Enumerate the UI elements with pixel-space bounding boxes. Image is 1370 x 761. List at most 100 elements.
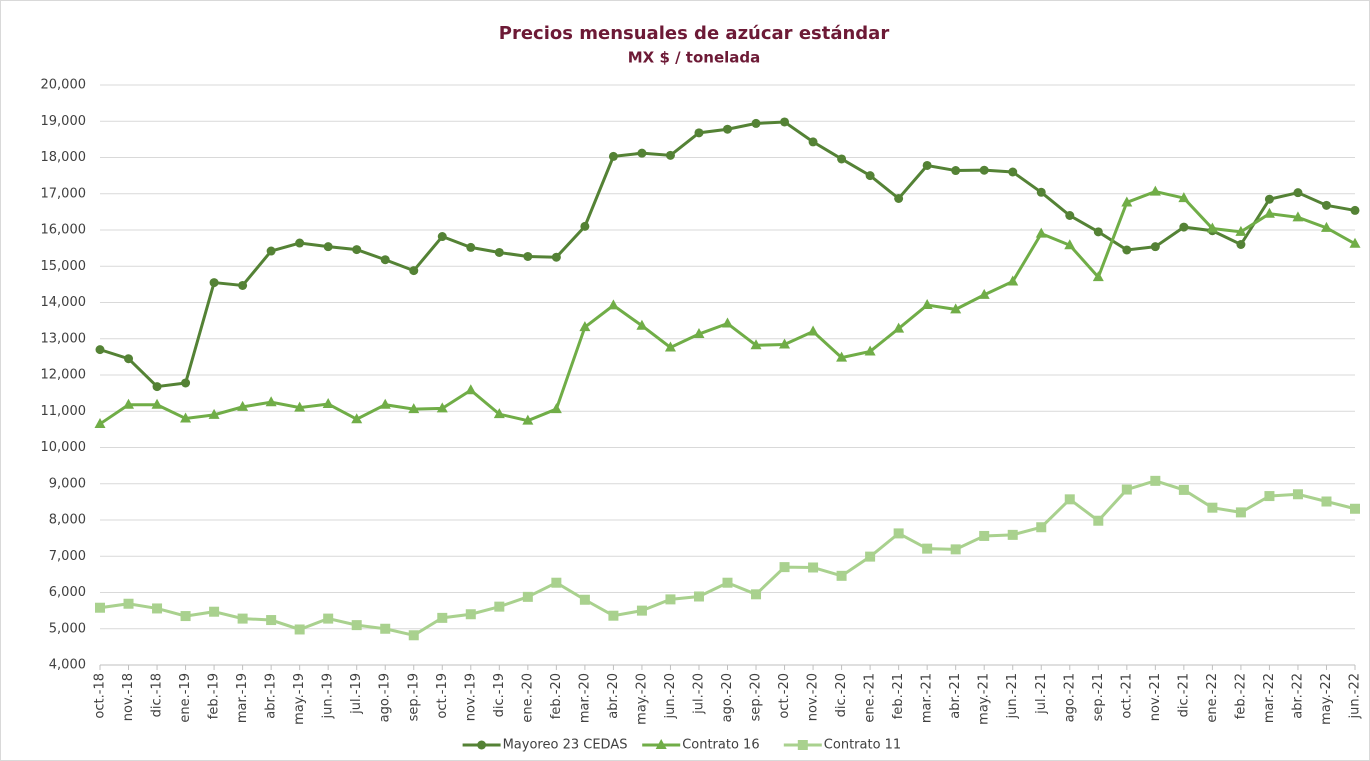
y-tick-label: 8,000 bbox=[49, 513, 86, 528]
data-point bbox=[94, 417, 106, 428]
data-point bbox=[723, 124, 732, 134]
data-point bbox=[664, 341, 676, 352]
data-point bbox=[580, 221, 590, 231]
data-point bbox=[665, 150, 675, 160]
data-point bbox=[636, 319, 648, 330]
data-point bbox=[209, 278, 219, 288]
data-point bbox=[1292, 489, 1303, 500]
x-tick-label: oct.-18 bbox=[93, 673, 108, 719]
data-point bbox=[209, 606, 220, 617]
data-point bbox=[1349, 237, 1361, 248]
data-point bbox=[808, 562, 819, 573]
x-tick-label: sep.-20 bbox=[749, 673, 764, 721]
x-tick-label: mar.-20 bbox=[577, 673, 592, 723]
data-point bbox=[465, 609, 476, 620]
data-point bbox=[693, 328, 705, 339]
data-point bbox=[1320, 221, 1332, 232]
data-point bbox=[1035, 227, 1047, 238]
data-point bbox=[522, 414, 534, 425]
data-point bbox=[181, 378, 191, 388]
data-point bbox=[265, 396, 277, 407]
data-point bbox=[152, 603, 163, 614]
data-point bbox=[1093, 227, 1103, 237]
data-point bbox=[379, 398, 391, 409]
x-tick-label: sep.-21 bbox=[1091, 673, 1106, 721]
data-point bbox=[1235, 507, 1246, 518]
x-tick-label: nov.-20 bbox=[806, 673, 821, 721]
data-point bbox=[123, 398, 135, 409]
data-point bbox=[180, 412, 192, 423]
data-point bbox=[893, 322, 905, 333]
data-point bbox=[693, 591, 704, 602]
data-point bbox=[323, 613, 334, 624]
x-tick-label: jul.-20 bbox=[691, 673, 706, 715]
data-point bbox=[1064, 239, 1076, 250]
data-point bbox=[1264, 194, 1274, 204]
data-point bbox=[208, 408, 220, 419]
data-point bbox=[722, 577, 733, 588]
data-point bbox=[1065, 211, 1075, 220]
data-point bbox=[1293, 188, 1303, 198]
x-tick-label: ene.-20 bbox=[520, 673, 535, 723]
data-point bbox=[922, 160, 932, 170]
x-tick-label: may.-21 bbox=[977, 673, 992, 725]
x-tick-label: ago.-20 bbox=[720, 673, 735, 722]
data-point bbox=[151, 398, 163, 409]
data-point bbox=[836, 570, 847, 581]
data-point bbox=[1264, 491, 1275, 502]
y-tick-label: 18,000 bbox=[41, 150, 87, 165]
x-tick-label: feb.-20 bbox=[549, 673, 564, 719]
data-point bbox=[951, 166, 961, 176]
data-point bbox=[437, 612, 448, 623]
data-point bbox=[522, 591, 533, 602]
data-point bbox=[294, 624, 305, 635]
data-point bbox=[237, 613, 248, 624]
data-point bbox=[294, 401, 306, 412]
legend-marker bbox=[797, 740, 808, 750]
data-point bbox=[979, 530, 990, 541]
chart-subtitle: MX $ / tonelada bbox=[628, 49, 761, 67]
data-point bbox=[466, 242, 476, 252]
data-point bbox=[1150, 242, 1160, 252]
data-point bbox=[1207, 502, 1218, 513]
legend-label: Mayoreo 23 CEDAS bbox=[503, 738, 628, 753]
x-tick-label: jul.-21 bbox=[1034, 673, 1049, 715]
y-tick-label: 16,000 bbox=[41, 223, 87, 238]
data-point bbox=[978, 288, 990, 299]
data-point bbox=[1007, 275, 1019, 286]
x-tick-label: nov.-19 bbox=[463, 673, 478, 721]
data-point bbox=[551, 252, 561, 262]
data-point bbox=[1235, 225, 1247, 236]
x-tick-label: ago.-21 bbox=[1062, 673, 1077, 722]
data-point bbox=[1122, 245, 1132, 255]
data-point bbox=[1178, 484, 1189, 495]
data-point bbox=[894, 193, 904, 203]
y-tick-label: 7,000 bbox=[49, 549, 86, 564]
x-tick-label: ene.-19 bbox=[178, 673, 193, 723]
data-point bbox=[436, 402, 448, 413]
x-tick-label: jun.-19 bbox=[321, 673, 336, 719]
x-tick-label: oct.-21 bbox=[1119, 673, 1134, 719]
data-point bbox=[1121, 484, 1132, 495]
data-point bbox=[408, 403, 420, 414]
x-tick-label: mar.-21 bbox=[920, 673, 935, 723]
data-point bbox=[836, 351, 848, 362]
data-point bbox=[751, 589, 762, 600]
data-point bbox=[124, 354, 134, 364]
data-point bbox=[579, 594, 590, 605]
data-point bbox=[523, 251, 533, 261]
data-point bbox=[465, 384, 477, 395]
data-point bbox=[380, 255, 390, 265]
x-tick-label: abr.-22 bbox=[1290, 673, 1305, 719]
y-tick-label: 17,000 bbox=[41, 186, 87, 201]
data-point bbox=[323, 242, 333, 252]
data-point bbox=[1321, 496, 1332, 507]
data-point bbox=[494, 601, 505, 612]
x-tick-label: oct.-19 bbox=[435, 673, 450, 719]
data-point bbox=[837, 154, 847, 164]
data-point bbox=[865, 551, 876, 562]
data-point bbox=[694, 128, 704, 138]
y-tick-label: 4,000 bbox=[49, 658, 86, 673]
